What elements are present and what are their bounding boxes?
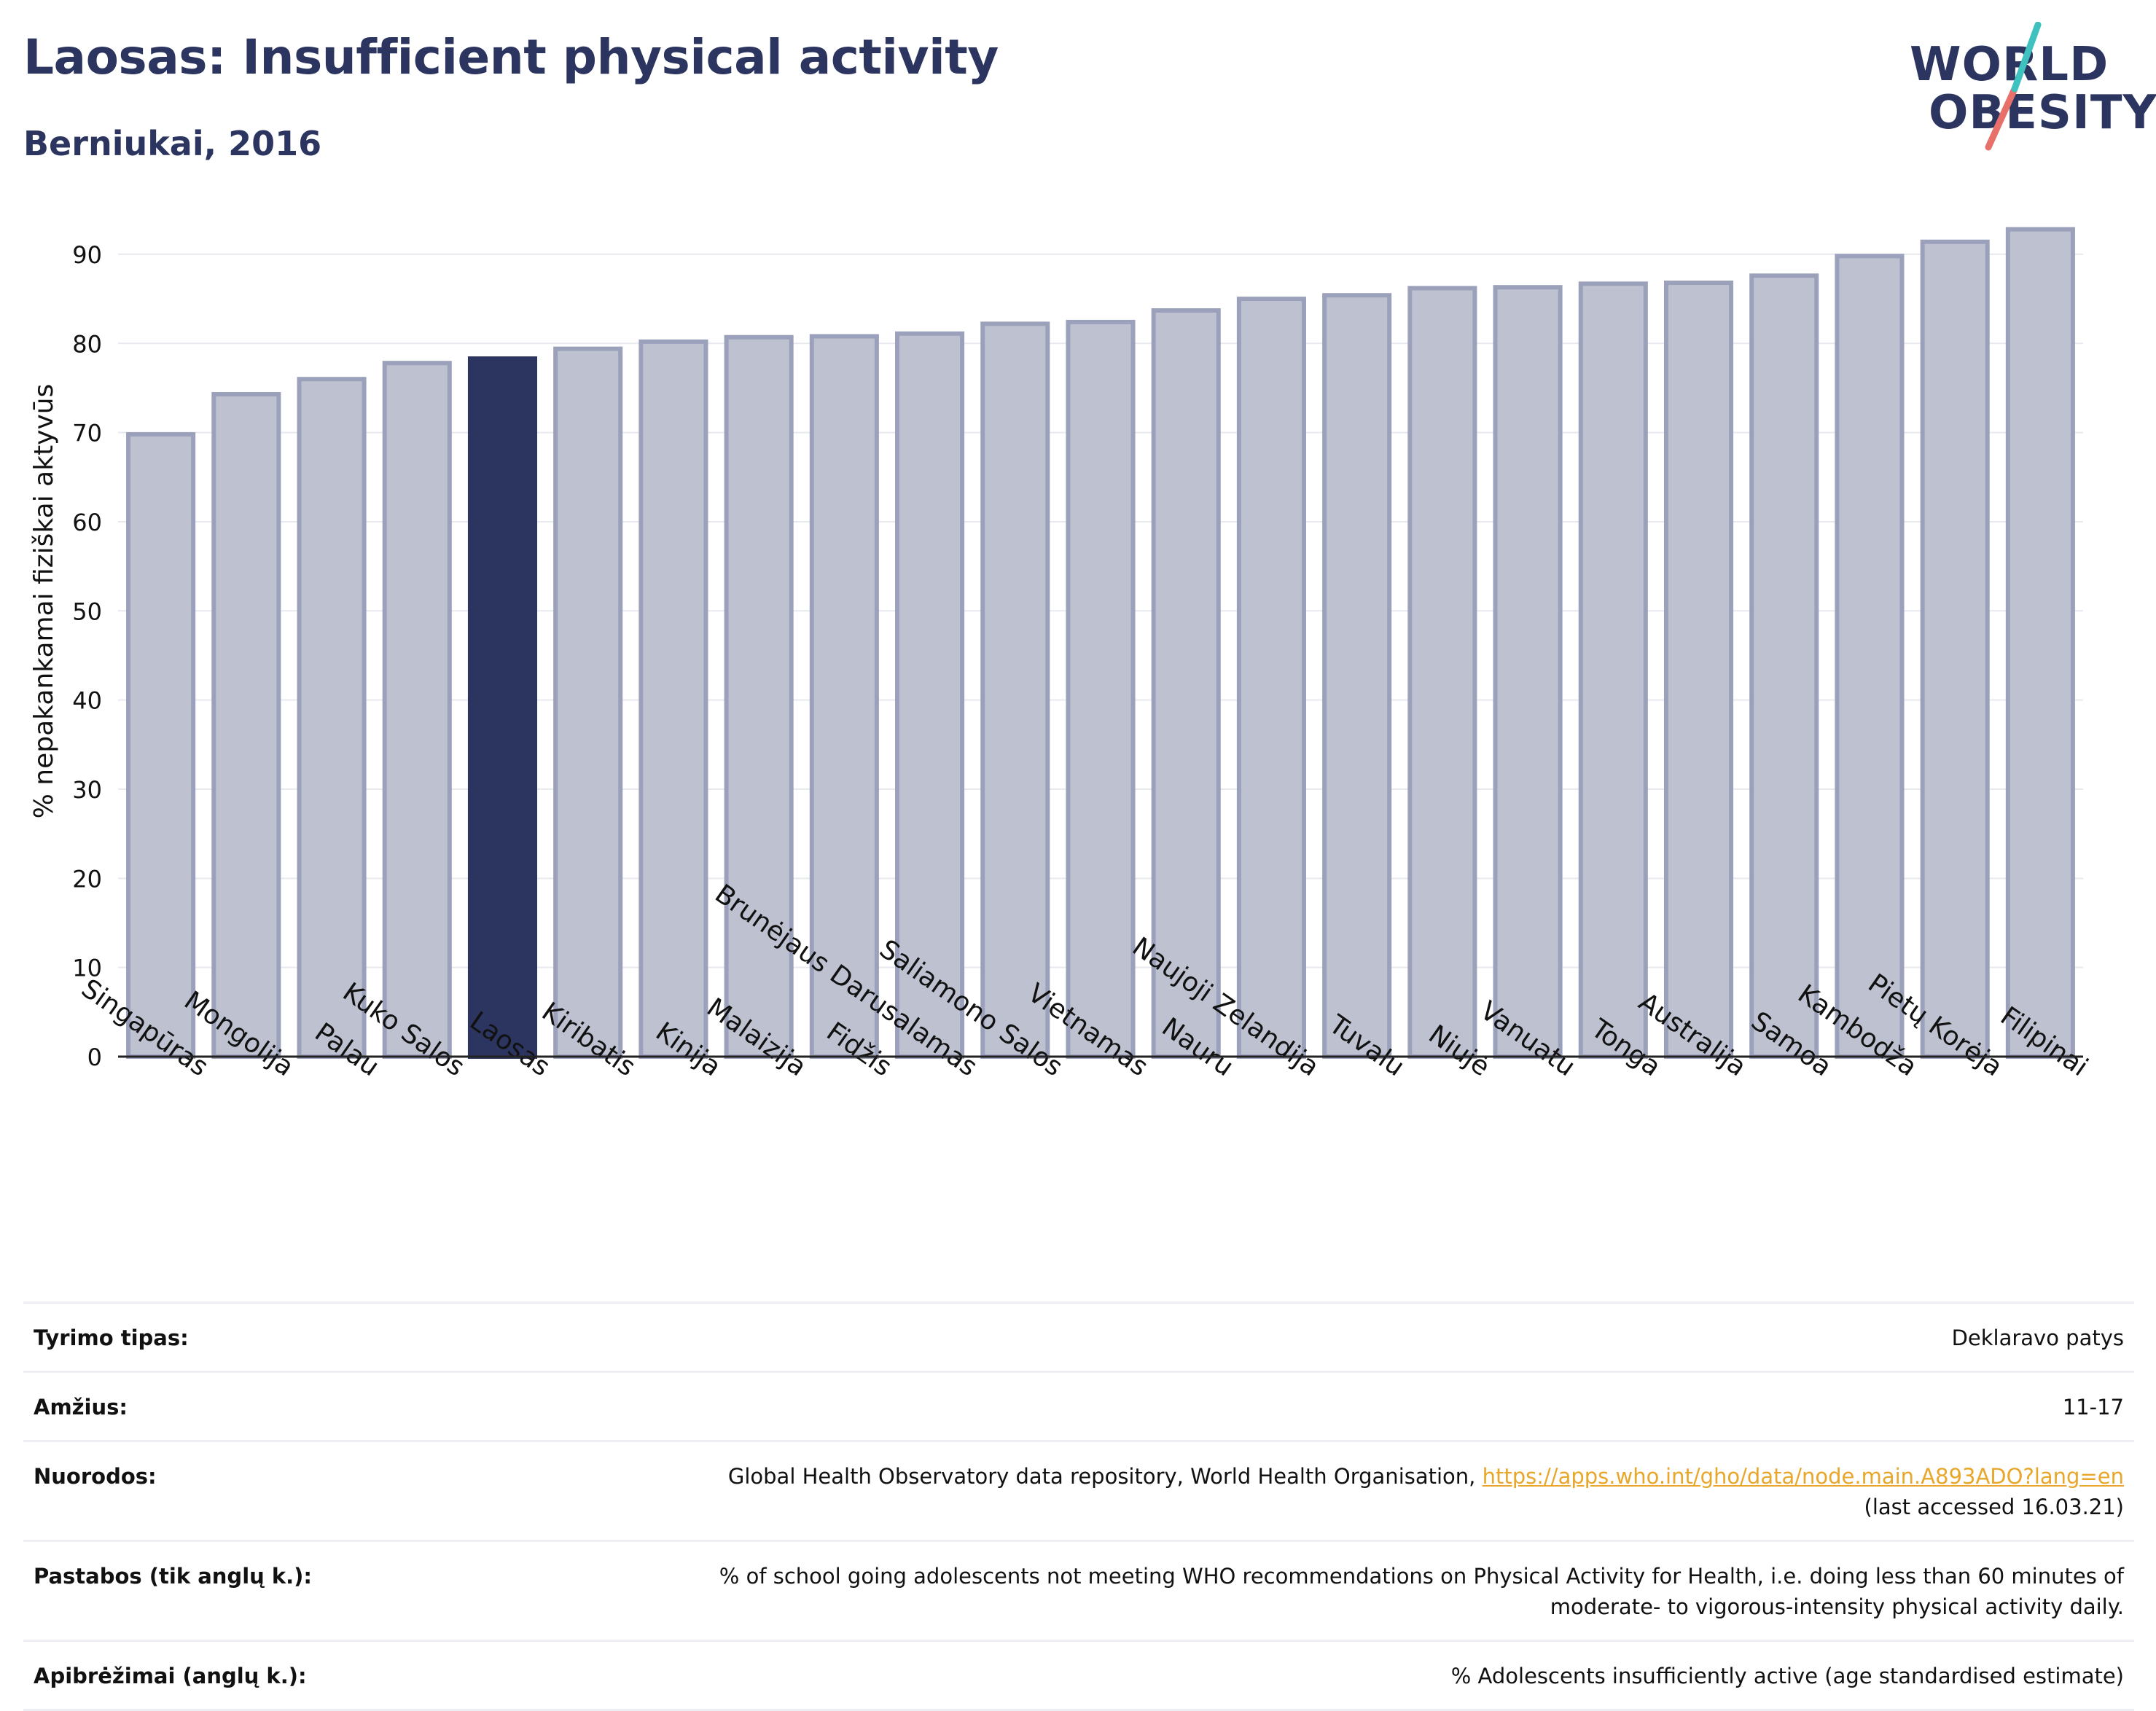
bar xyxy=(980,321,1050,1060)
info-value: Global Health Observatory data repositor… xyxy=(510,1440,2134,1542)
reference-link[interactable]: https://apps.who.int/gho/data/node.main.… xyxy=(1482,1464,2124,1489)
y-tick-label: 80 xyxy=(72,330,102,358)
bar xyxy=(1066,319,1136,1059)
y-tick-label: 90 xyxy=(72,241,102,269)
y-tick-label: 0 xyxy=(87,1044,102,1071)
y-axis-label: % nepakankamai fiziškai aktyvūs xyxy=(29,384,59,819)
bar xyxy=(724,334,794,1059)
info-row-notes: Pastabos (tik anglų k.): % of school goi… xyxy=(23,1540,2134,1642)
bar xyxy=(1578,281,1648,1060)
bar xyxy=(297,377,367,1059)
bar xyxy=(467,356,538,1059)
bar xyxy=(809,334,879,1059)
reference-accessed: (last accessed 16.03.21) xyxy=(1864,1495,2124,1519)
info-key: Amžius: xyxy=(23,1371,510,1442)
y-tick-label: 40 xyxy=(72,687,102,715)
bar xyxy=(1663,281,1734,1060)
info-value: Deklaravo patys xyxy=(510,1301,2134,1373)
y-tick-label: 70 xyxy=(72,420,102,447)
info-value: % Adolescents insufficiently active (age… xyxy=(510,1640,2134,1711)
world-obesity-logo: WORLD OBESITY xyxy=(1902,22,2156,153)
bar xyxy=(1835,254,1905,1060)
info-key: Pastabos (tik anglų k.): xyxy=(23,1540,510,1642)
logo-slash-icon xyxy=(1985,22,2042,151)
bar xyxy=(553,346,623,1060)
notes-line-1: % of school going adolescents not meetin… xyxy=(719,1564,2124,1589)
info-row-definitions: Apibrėžimai (anglų k.): % Adolescents in… xyxy=(23,1640,2134,1711)
bar xyxy=(1407,286,1477,1059)
notes-line-2: moderate- to vigorous-intensity physical… xyxy=(1550,1594,2124,1619)
info-value: 11-17 xyxy=(510,1371,2134,1442)
info-table: Tyrimo tipas: Deklaravo patys Amžius: 11… xyxy=(23,1301,2134,1711)
bar xyxy=(2005,227,2075,1059)
info-key: Tyrimo tipas: xyxy=(23,1301,510,1373)
info-key: Apibrėžimai (anglų k.): xyxy=(23,1640,510,1711)
info-value: % of school going adolescents not meetin… xyxy=(510,1540,2134,1642)
bar xyxy=(895,331,965,1059)
bar xyxy=(211,392,281,1060)
bar-chart: 0 10 20 30 40 50 60 70 80 90 % nepakankamai fizišk… xyxy=(29,227,2093,1082)
info-row-references: Nuorodos: Global Health Observatory data… xyxy=(23,1440,2134,1542)
bar xyxy=(1920,239,1990,1060)
y-tick-label: 50 xyxy=(72,598,102,625)
bar xyxy=(1749,273,1819,1060)
chart-subtitle: Berniukai, 2016 xyxy=(23,124,322,163)
bar xyxy=(638,339,708,1060)
reference-text: Global Health Observatory data repositor… xyxy=(727,1464,1483,1489)
y-tick-label: 30 xyxy=(72,776,102,804)
y-tick-label: 10 xyxy=(72,955,102,982)
bar xyxy=(1493,285,1563,1059)
bar xyxy=(1151,308,1221,1060)
info-row-age: Amžius: 11-17 xyxy=(23,1371,2134,1442)
bar xyxy=(126,432,196,1059)
bar xyxy=(382,361,452,1060)
bar xyxy=(1236,297,1306,1060)
chart-title: Laosas: Insufficient physical activity xyxy=(23,29,999,85)
info-key: Nuorodos: xyxy=(23,1440,510,1542)
info-row-survey-type: Tyrimo tipas: Deklaravo patys xyxy=(23,1301,2134,1373)
y-tick-label: 60 xyxy=(72,509,102,536)
logo-line-2: OBESITY xyxy=(1929,86,2156,140)
bar xyxy=(1322,293,1392,1059)
logo-line-1: WORLD xyxy=(1910,38,2109,92)
y-tick-label: 20 xyxy=(72,865,102,893)
